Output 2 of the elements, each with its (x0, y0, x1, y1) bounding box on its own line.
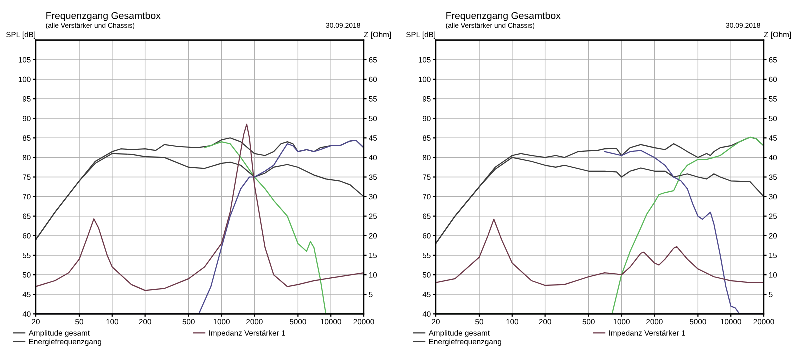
chart-title: Frequenzgang Gesamtbox (46, 12, 161, 22)
chart-title: Frequenzgang Gesamtbox (446, 12, 561, 22)
